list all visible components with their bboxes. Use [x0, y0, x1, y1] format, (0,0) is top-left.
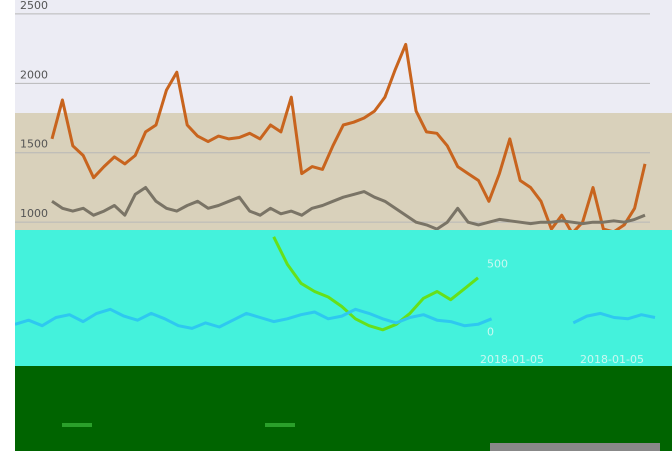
band [15, 113, 672, 232]
y-tick-label: 500 [487, 257, 508, 270]
y-tick-label: 0 [487, 326, 494, 339]
data-line [51, 186, 646, 231]
data-line [14, 307, 656, 330]
x-tick-label: 2018-01-05 [480, 353, 544, 366]
y-tick-label: 1500 [20, 138, 48, 151]
lower-panel-background [15, 230, 672, 366]
y-tick-label: 2500 [20, 0, 48, 12]
top-panel: 1000 1500 2000 2500 [15, 0, 650, 235]
x-tick-label: 2018-01-05 [580, 353, 644, 366]
left-margin [0, 0, 15, 451]
data-line [50, 42, 647, 235]
y-tick-label: 2000 [20, 68, 48, 81]
scrollbar [490, 443, 660, 451]
y-tick-label: 1000 [20, 207, 48, 220]
data-line [272, 236, 479, 332]
legend-background [15, 366, 672, 451]
lower-panel: 0 500 2018-01-05 2018-01-05 [14, 236, 656, 366]
